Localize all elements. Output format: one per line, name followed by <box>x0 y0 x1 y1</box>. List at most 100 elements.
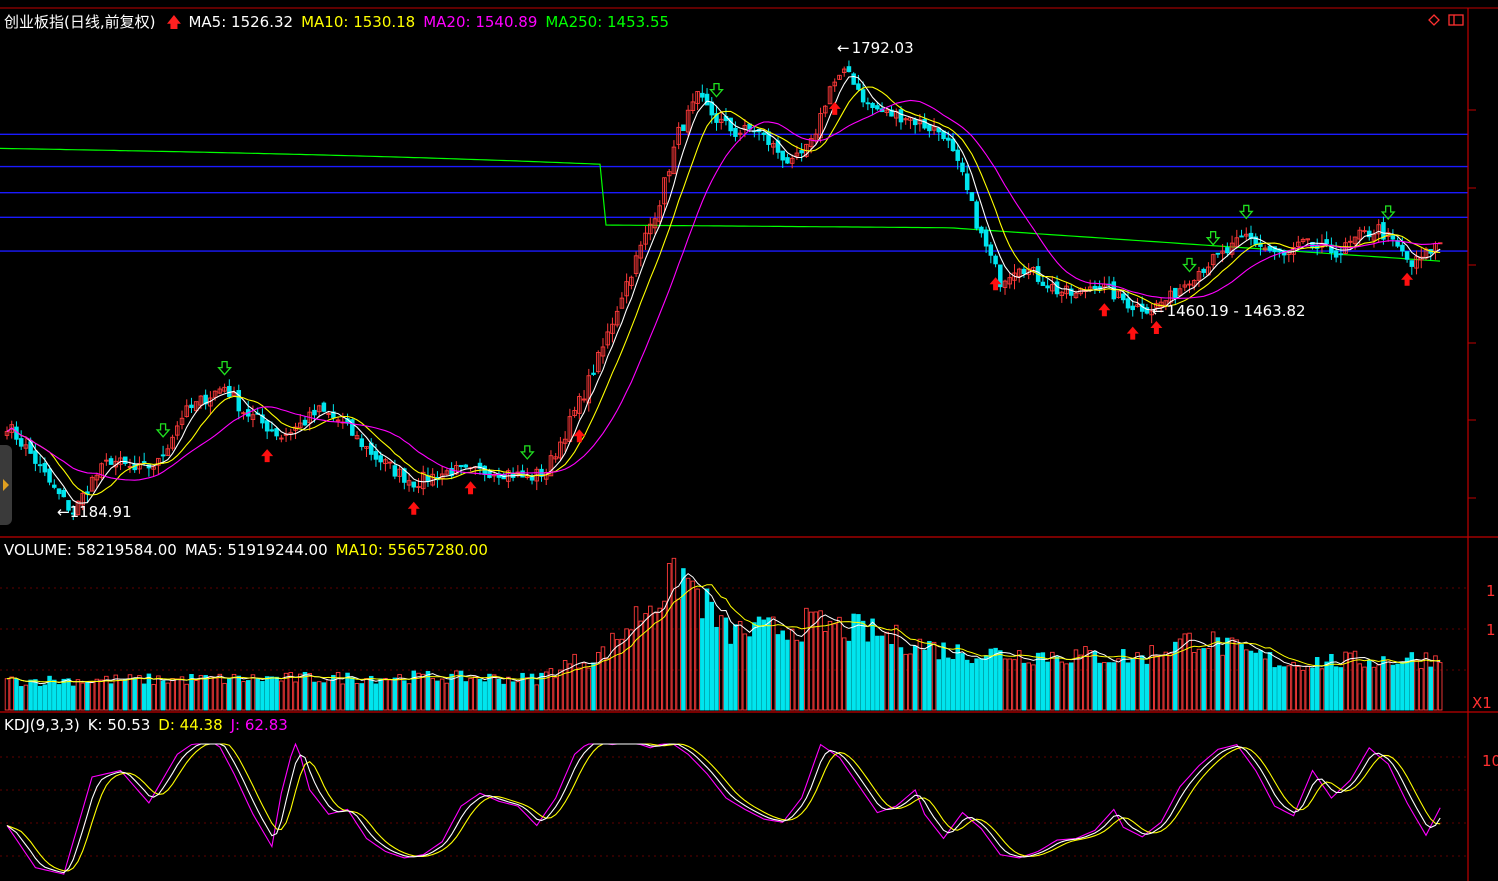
volume-bar <box>1210 631 1216 711</box>
candle <box>1092 280 1098 295</box>
volume-bar <box>454 670 459 711</box>
volume-bar <box>307 673 312 711</box>
volume-bar <box>61 678 67 711</box>
candle <box>666 168 672 183</box>
volume-bar <box>184 683 189 711</box>
window-icon[interactable] <box>1448 14 1464 26</box>
volume-bar <box>1135 652 1140 711</box>
volume-bar <box>350 677 355 711</box>
volume-bar <box>1362 666 1367 711</box>
candle <box>1040 275 1046 286</box>
volume-bar <box>704 588 710 711</box>
volume-bar <box>1428 666 1433 711</box>
volume-bar <box>823 631 828 711</box>
volume-bar <box>1149 645 1154 711</box>
volume-bar <box>648 605 653 711</box>
volume-bar <box>468 677 473 711</box>
volume-bar <box>586 667 592 711</box>
volume-bar <box>718 615 724 711</box>
volume-bar <box>397 674 402 711</box>
candle <box>298 414 303 429</box>
volume-bar <box>681 568 686 711</box>
candle <box>1329 237 1334 260</box>
diamond-icon[interactable] <box>1428 14 1440 26</box>
volume-bar <box>936 659 942 711</box>
volume-bar <box>728 643 733 711</box>
volume-bar <box>1196 648 1202 711</box>
volume-bar <box>789 628 795 711</box>
candle <box>964 165 970 195</box>
kdj-j-line <box>6 742 1441 875</box>
volume-bar <box>4 678 10 711</box>
candle <box>1390 229 1396 247</box>
candle <box>274 427 279 441</box>
volume-bar <box>1329 653 1334 711</box>
volume-bar <box>1215 637 1221 711</box>
kdj-k-line <box>6 743 1441 874</box>
volume-bar <box>298 673 303 711</box>
sell-arrow-icon <box>1182 257 1197 273</box>
candle <box>624 273 629 304</box>
candle <box>9 420 14 439</box>
volume-bar <box>23 684 29 711</box>
volume-bar <box>491 674 497 711</box>
volume-bar <box>1083 646 1088 711</box>
volume-bar <box>600 646 606 711</box>
volume-bar <box>879 635 885 711</box>
candle <box>387 461 393 469</box>
candle <box>1158 297 1164 313</box>
volume-bar <box>137 675 142 711</box>
candle <box>780 150 785 168</box>
volume-bar <box>695 588 700 711</box>
volume-bar <box>189 674 194 711</box>
candle <box>1362 226 1367 234</box>
volume-bar <box>752 622 757 711</box>
volume-bar <box>709 601 715 711</box>
volume-bar <box>506 676 511 711</box>
candle <box>1068 284 1074 304</box>
volume-bar <box>804 607 809 711</box>
volume-bar <box>85 681 90 711</box>
candle <box>600 338 606 364</box>
candle <box>264 419 270 440</box>
candle <box>577 393 582 420</box>
volume-bar <box>331 675 336 711</box>
volume-bar <box>227 678 232 711</box>
volume-bar <box>179 676 185 711</box>
candle <box>799 142 804 162</box>
candle <box>1258 234 1263 256</box>
volume-bar <box>979 658 984 711</box>
volume-bar <box>279 680 284 711</box>
volume-bar <box>567 663 573 711</box>
volume-bar <box>1409 652 1415 711</box>
buy-arrow-icon <box>1401 272 1414 286</box>
volume-bar <box>435 680 440 711</box>
volume-bar <box>122 679 128 711</box>
volume-bar <box>610 632 615 711</box>
candle <box>553 453 558 463</box>
volume-bar <box>525 677 530 711</box>
candle <box>619 292 625 309</box>
volume-bar <box>1016 650 1022 711</box>
candle <box>1267 243 1273 253</box>
collapse-panel-button[interactable] <box>0 445 12 525</box>
candle <box>236 384 242 420</box>
volume-bar <box>581 662 587 711</box>
volume-bar <box>1168 653 1173 711</box>
ma250-line <box>0 147 1441 262</box>
volume-bar <box>146 673 152 711</box>
volume-bar <box>487 673 492 711</box>
volume-bar <box>359 683 365 711</box>
volume-bar <box>283 672 289 711</box>
candle <box>70 505 76 521</box>
volume-bar <box>898 647 904 711</box>
volume-bar <box>354 682 360 711</box>
volume-bar <box>1206 648 1211 711</box>
volume-bar <box>1300 669 1306 711</box>
volume-bar <box>99 679 104 711</box>
chart-title: 创业板指(日线,前复权) <box>4 13 156 31</box>
volume-bar <box>1087 650 1093 711</box>
candle <box>1234 229 1240 249</box>
